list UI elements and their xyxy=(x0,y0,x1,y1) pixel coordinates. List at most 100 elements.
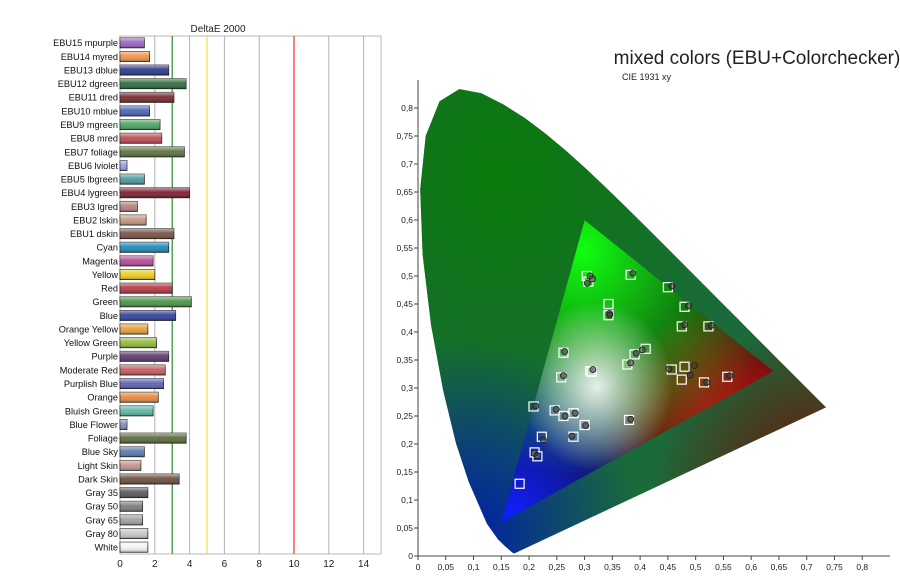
bar-gloss xyxy=(120,487,148,498)
bar-gloss xyxy=(120,460,141,471)
cie-x-tick-label: 0,65 xyxy=(771,562,788,572)
bar-category-label: Light Skin xyxy=(78,461,118,471)
bar-x-tick-label: 14 xyxy=(358,559,370,570)
measured-point xyxy=(571,409,579,417)
bar-gloss xyxy=(120,201,138,212)
measured-point xyxy=(632,349,640,357)
cie-x-tick-label: 0,8 xyxy=(856,562,868,572)
bar-gloss xyxy=(120,514,143,525)
bar-gloss xyxy=(120,119,161,130)
bar-gloss xyxy=(120,501,143,512)
bar-category-label: EBU6 lviolet xyxy=(68,161,118,171)
bar-x-tick-label: 12 xyxy=(323,559,335,570)
cie-y-tick-label: 0,4 xyxy=(401,327,413,337)
cie-x-tick-label: 0,3 xyxy=(579,562,591,572)
bar-category-label: Orange Yellow xyxy=(59,324,119,334)
cie-y-tick-label: 0,55 xyxy=(396,243,413,253)
cie-y-tick-label: 0,7 xyxy=(401,159,413,169)
bar-category-label: EBU11 dred xyxy=(69,93,118,103)
measured-point xyxy=(638,346,646,354)
bar-plot-area xyxy=(119,35,382,555)
cie-x-tick-label: 0,6 xyxy=(745,562,757,572)
bar-gloss xyxy=(120,446,145,457)
cie-y-tick-label: 0,6 xyxy=(401,215,413,225)
bar-gloss xyxy=(120,378,164,389)
measured-point xyxy=(560,372,567,380)
measured-point xyxy=(583,279,591,287)
cie-y-tick-label: 0,35 xyxy=(396,355,413,365)
bar-x-tick-label: 10 xyxy=(288,559,300,570)
bar-gloss xyxy=(120,405,154,416)
cie-y-tick-label: 0,15 xyxy=(396,467,413,477)
bar-category-label: Gray 80 xyxy=(85,529,118,539)
bar-category-label: EBU14 myred xyxy=(61,52,118,62)
bar-gloss xyxy=(120,542,148,553)
bar-category-label: EBU9 mgreen xyxy=(60,120,118,130)
cie-y-tick-label: 0,75 xyxy=(396,131,413,141)
cie-x-tick-label: 0,4 xyxy=(634,562,646,572)
cie-y-tick-label: 0,3 xyxy=(401,383,413,393)
bar-gloss xyxy=(120,214,147,226)
deltae-bar-chart: EBU15 mpurple EBU14 myred EBU13 dblue EBU12… xyxy=(53,24,382,570)
measured-point xyxy=(588,275,596,283)
measured-point xyxy=(582,422,590,429)
bar-x-tick-labels: 0 2 4 6 8 10 12 14 xyxy=(117,559,369,570)
cie-y-tick-label: 0,05 xyxy=(396,523,413,533)
cie-xy-chart: mixed colors (EBU+Colorchecker) CIE 1931… xyxy=(396,48,900,572)
cie-x-tick-label: 0,5 xyxy=(690,562,702,572)
cie-axis-ticks: 0 0,05 0,1 0,15 0,2 0,25 0,3 0,35 0,4 0,45 0,5 0,55… xyxy=(396,103,868,572)
bar-gloss xyxy=(120,364,166,376)
target-square xyxy=(603,298,614,310)
bar-gloss xyxy=(120,337,157,348)
measured-point xyxy=(629,269,637,277)
bar-category-label: EBU1 dskin xyxy=(70,229,118,239)
measured-point xyxy=(684,302,692,310)
bar-x-tick-label: 6 xyxy=(222,559,228,570)
bar-gloss xyxy=(120,65,169,76)
measured-point xyxy=(726,372,733,380)
measured-point xyxy=(668,282,676,290)
bar-category-label: Magenta xyxy=(82,256,119,266)
bar-category-label: Purple xyxy=(91,352,118,362)
cie-y-tick-label: 0 xyxy=(408,551,413,561)
bar-gloss xyxy=(120,242,169,253)
cie-x-tick-label: 0,25 xyxy=(549,562,566,572)
bar-category-label: Purplish Blue xyxy=(64,379,118,389)
measured-point xyxy=(707,321,715,329)
bar-x-tick-label: 2 xyxy=(152,559,158,570)
bar-category-label: EBU3 lgred xyxy=(71,202,118,212)
bar-category-label: EBU12 dgreen xyxy=(58,79,118,89)
target-square xyxy=(514,478,525,489)
bar-x-tick-label: 4 xyxy=(187,559,193,570)
bar-gloss xyxy=(120,433,187,444)
bar-category-label: Gray 65 xyxy=(85,515,118,525)
cie-x-tick-label: 0,2 xyxy=(523,562,535,572)
bar-gloss xyxy=(120,324,148,335)
bar-gloss xyxy=(120,187,190,198)
bar-category-labels: EBU15 mpurple EBU14 myred EBU13 dblue EBU12… xyxy=(53,38,119,552)
cie-y-tick-label: 0,2 xyxy=(401,439,413,449)
bar-category-label: Foliage xyxy=(88,434,118,444)
bar-gloss xyxy=(120,351,169,362)
bar-gloss xyxy=(120,92,174,103)
bar-category-label: Gray 35 xyxy=(85,488,118,498)
target-square xyxy=(679,361,690,372)
bar-gloss xyxy=(120,37,145,48)
bar-category-label: Blue Sky xyxy=(82,447,119,457)
bar-gloss xyxy=(120,105,150,117)
measured-point xyxy=(589,366,597,373)
bar-category-label: EBU10 mblue xyxy=(61,106,118,116)
bar-gloss xyxy=(120,310,176,321)
cie-x-tick-label: 0,1 xyxy=(468,562,480,572)
measured-point xyxy=(561,412,569,420)
cie-y-tick-label: 0,8 xyxy=(401,103,413,113)
measured-point xyxy=(686,371,694,379)
bar-category-label: Dark Skin xyxy=(78,474,118,484)
bar-gloss xyxy=(120,528,148,539)
bar-gloss xyxy=(120,78,187,89)
measured-point xyxy=(665,365,673,373)
bar-gloss xyxy=(120,283,173,294)
bar-series xyxy=(119,37,192,553)
measured-point xyxy=(533,451,541,459)
